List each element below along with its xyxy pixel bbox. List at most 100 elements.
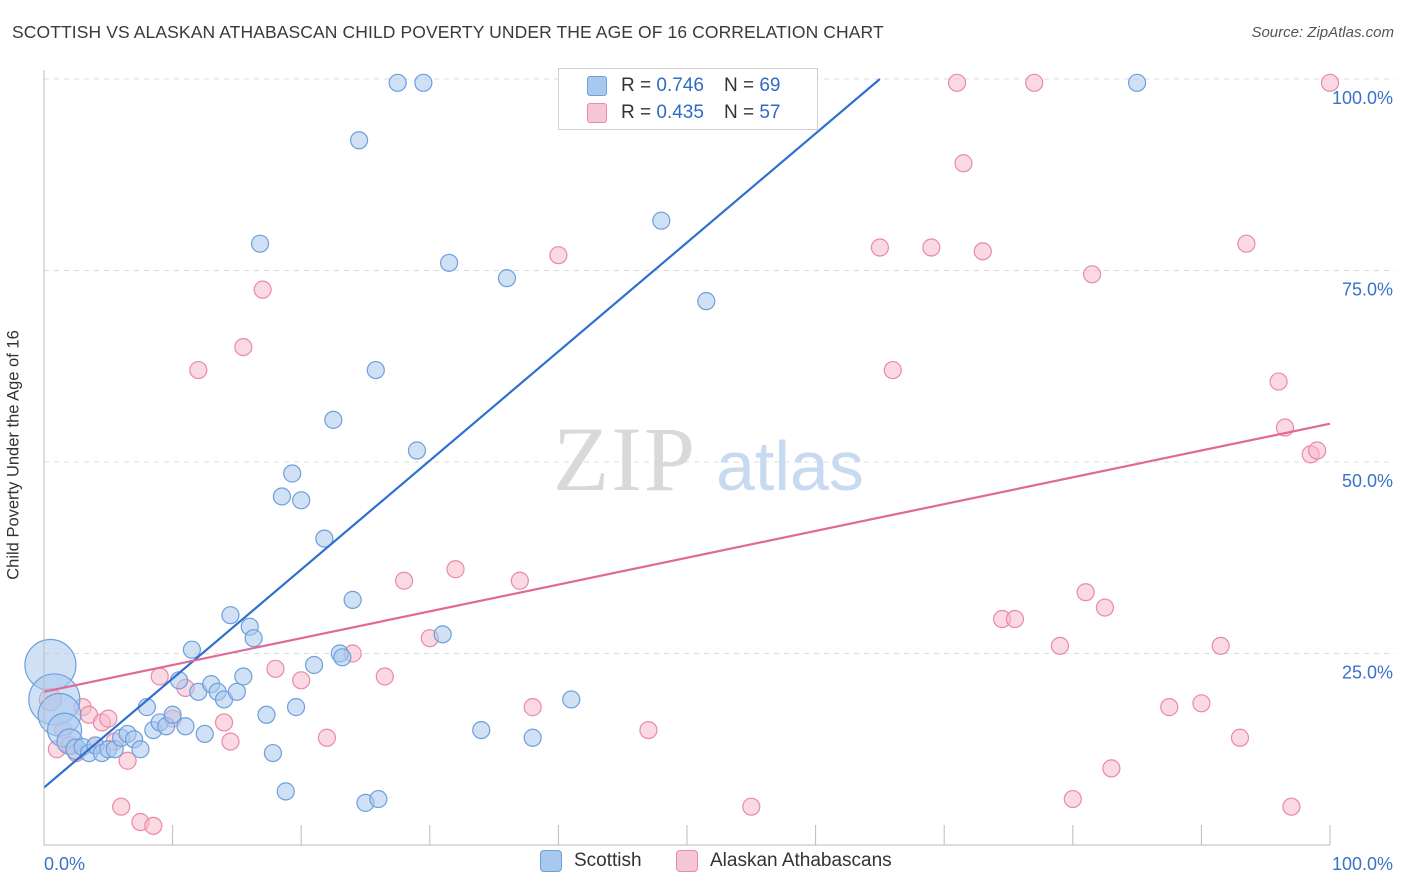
data-points xyxy=(24,73,1340,835)
y-tick-label: 100.0% xyxy=(1332,88,1393,108)
alaskan-point xyxy=(375,667,394,686)
y-tick-label: 75.0% xyxy=(1342,280,1393,300)
scottish-point xyxy=(497,269,517,288)
bottom-legend-scottish: Scottish xyxy=(540,850,642,872)
trend-lines xyxy=(43,78,1331,789)
watermark: ZIP atlas xyxy=(553,408,864,510)
alaskan-swatch xyxy=(587,103,607,123)
scottish-point xyxy=(250,234,270,253)
watermark-zip: ZIP xyxy=(553,408,697,510)
alaskan-point xyxy=(1308,441,1327,460)
scottish-point xyxy=(176,717,195,736)
scottish-point xyxy=(343,590,362,609)
scottish-point xyxy=(182,640,201,659)
alaskan-point xyxy=(883,360,902,380)
scottish-point xyxy=(324,410,343,429)
scottish-point xyxy=(227,682,246,701)
legend-n-label: N = xyxy=(723,102,755,123)
scottish-point xyxy=(272,487,292,506)
alaskan-point xyxy=(973,242,992,261)
scottish-point xyxy=(263,743,283,763)
scottish-point xyxy=(221,606,240,625)
alaskan-point xyxy=(266,659,285,678)
alaskan-point xyxy=(1282,797,1301,816)
scottish-point xyxy=(697,292,716,311)
legend-row-alaskan: R = 0.435 N = 57 xyxy=(587,100,780,126)
scottish-point xyxy=(286,698,306,717)
alaskan-point xyxy=(394,571,414,590)
alaskan-point xyxy=(549,246,568,265)
legend-r-label: R = xyxy=(621,102,652,123)
scottish-point xyxy=(366,360,385,380)
alaskan-point xyxy=(1076,583,1095,602)
scottish-point xyxy=(244,629,263,648)
alaskan-point xyxy=(1063,789,1082,809)
scottish-point xyxy=(333,648,352,667)
alaskan-point xyxy=(870,238,890,257)
scottish-point xyxy=(234,667,253,686)
scottish-point xyxy=(276,782,295,801)
alaskan-trend-line xyxy=(43,422,1331,693)
legend-r-label: R = xyxy=(621,75,652,96)
alaskan-point xyxy=(1005,609,1025,629)
bottom-legend-label: Scottish xyxy=(574,850,642,871)
y-tick-label: 25.0% xyxy=(1342,663,1393,683)
scottish-point xyxy=(439,253,459,272)
alaskan-point xyxy=(922,238,941,257)
chart-title: SCOTTISH VS ALASKAN ATHABASCAN CHILD POV… xyxy=(12,22,884,42)
bottom-legend-alaskan: Alaskan Athabascans xyxy=(676,850,892,872)
scottish-swatch xyxy=(587,76,607,96)
alaskan-point xyxy=(1160,698,1179,717)
alaskan-point xyxy=(1102,759,1121,778)
alaskan-point xyxy=(1230,728,1250,747)
scottish-point xyxy=(163,705,182,724)
scottish-point xyxy=(131,740,150,759)
scottish-point xyxy=(523,728,542,747)
y-axis-label: Child Poverty Under the Age of 16 xyxy=(4,330,23,580)
scottish-point xyxy=(304,655,324,675)
alaskan-point xyxy=(253,280,272,299)
alaskan-point xyxy=(1192,694,1211,713)
alaskan-point xyxy=(639,720,658,740)
tick-labels: 25.0% 50.0% 75.0% 100.0% 0.0% 100.0% xyxy=(44,88,1393,874)
scottish-point xyxy=(257,705,276,724)
alaskan-point xyxy=(189,360,208,380)
scottish-point xyxy=(1127,73,1147,92)
alaskan-point xyxy=(317,728,337,747)
scottish-point xyxy=(652,211,671,230)
scottish-point xyxy=(407,441,427,460)
alaskan-point xyxy=(150,667,169,686)
alaskan-point xyxy=(742,797,761,816)
scottish-point xyxy=(433,625,452,644)
alaskan-point xyxy=(446,560,465,579)
scottish-swatch xyxy=(540,850,562,872)
legend-n-value: 69 xyxy=(759,75,781,96)
scottish-point xyxy=(283,464,302,483)
legend: R = 0.746 N = 69 R = 0.435 N = 57 xyxy=(558,68,818,130)
bottom-legend-label: Alaskan Athabascans xyxy=(710,850,892,871)
legend-n-label: N = xyxy=(723,75,755,96)
legend-r-value: 0.435 xyxy=(656,102,704,123)
alaskan-point xyxy=(947,73,967,92)
grid-lines xyxy=(44,78,1395,654)
alaskan-point xyxy=(1095,598,1115,617)
legend-r-value: 0.746 xyxy=(656,75,704,96)
alaskan-point xyxy=(1050,636,1070,655)
scottish-point xyxy=(292,491,311,510)
scottish-point xyxy=(369,789,388,809)
alaskan-point xyxy=(234,338,253,357)
alaskan-point xyxy=(214,713,234,732)
alaskan-point xyxy=(1237,234,1256,253)
scottish-trend-line xyxy=(43,78,881,789)
alaskan-point xyxy=(144,816,163,835)
alaskan-point xyxy=(292,671,311,690)
legend-row-scottish: R = 0.746 N = 69 xyxy=(587,73,780,99)
scottish-point xyxy=(315,529,334,548)
alaskan-point xyxy=(1211,636,1230,655)
alaskan-point xyxy=(99,709,118,728)
y-tick-label: 50.0% xyxy=(1342,471,1393,491)
scottish-point xyxy=(195,724,214,744)
watermark-atlas: atlas xyxy=(716,427,864,505)
alaskan-point xyxy=(112,797,131,816)
